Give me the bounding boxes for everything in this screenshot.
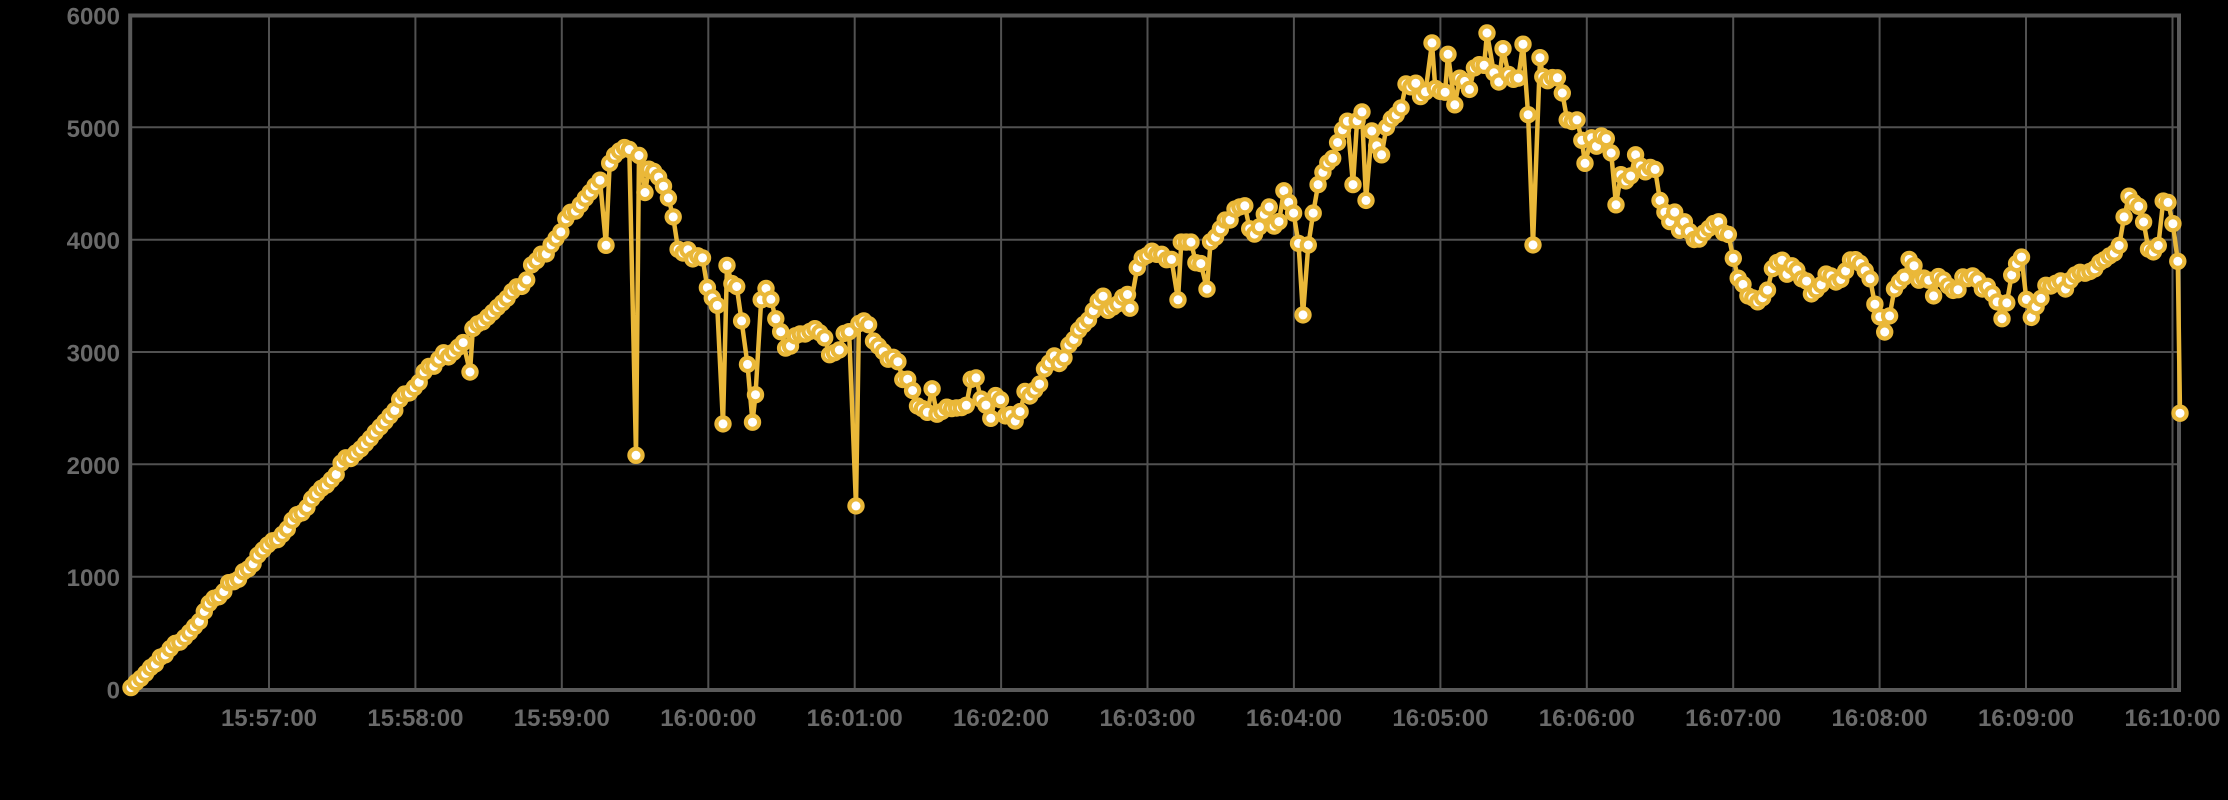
svg-text:5000: 5000 <box>67 116 120 143</box>
svg-text:6000: 6000 <box>67 4 120 31</box>
svg-text:3000: 3000 <box>67 341 120 368</box>
svg-text:16:03:00: 16:03:00 <box>1099 705 1195 732</box>
svg-text:15:58:00: 15:58:00 <box>367 705 463 732</box>
svg-text:16:01:00: 16:01:00 <box>807 705 903 732</box>
svg-text:4000: 4000 <box>67 228 120 255</box>
svg-text:16:05:00: 16:05:00 <box>1392 705 1488 732</box>
svg-text:16:02:00: 16:02:00 <box>953 705 1049 732</box>
svg-text:15:57:00: 15:57:00 <box>221 705 317 732</box>
svg-text:16:09:00: 16:09:00 <box>1978 705 2074 732</box>
svg-text:15:59:00: 15:59:00 <box>514 705 610 732</box>
svg-text:16:07:00: 16:07:00 <box>1685 705 1781 732</box>
svg-text:16:08:00: 16:08:00 <box>1832 705 1928 732</box>
svg-text:2000: 2000 <box>67 453 120 480</box>
svg-text:16:04:00: 16:04:00 <box>1246 705 1342 732</box>
svg-text:16:10:00: 16:10:00 <box>2124 705 2220 732</box>
svg-text:16:06:00: 16:06:00 <box>1539 705 1635 732</box>
svg-text:0: 0 <box>107 678 120 705</box>
svg-text:16:00:00: 16:00:00 <box>660 705 756 732</box>
svg-text:1000: 1000 <box>67 565 120 592</box>
